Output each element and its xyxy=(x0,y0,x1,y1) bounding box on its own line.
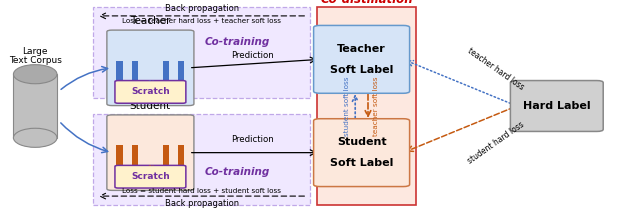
Text: Teacher: Teacher xyxy=(337,44,386,54)
Text: Soft Label: Soft Label xyxy=(330,65,394,75)
Text: Co-training: Co-training xyxy=(204,37,269,47)
FancyBboxPatch shape xyxy=(93,114,310,205)
FancyBboxPatch shape xyxy=(178,61,184,97)
Text: Student: Student xyxy=(337,137,387,147)
Text: Back propagation: Back propagation xyxy=(164,4,239,13)
FancyBboxPatch shape xyxy=(178,145,184,181)
FancyBboxPatch shape xyxy=(511,81,604,131)
Text: Student: Student xyxy=(130,101,171,111)
FancyBboxPatch shape xyxy=(115,81,186,103)
Text: Teacher: Teacher xyxy=(130,17,171,26)
Text: teacher hard loss: teacher hard loss xyxy=(466,46,526,92)
FancyBboxPatch shape xyxy=(115,165,186,188)
FancyBboxPatch shape xyxy=(314,119,410,187)
Text: ...: ... xyxy=(147,159,154,168)
Text: teacher soft loss: teacher soft loss xyxy=(373,76,379,136)
Text: Soft Label: Soft Label xyxy=(330,158,394,168)
Ellipse shape xyxy=(13,65,57,84)
FancyBboxPatch shape xyxy=(116,145,123,181)
FancyBboxPatch shape xyxy=(317,7,416,205)
Text: Loss = student hard loss + student soft loss: Loss = student hard loss + student soft … xyxy=(122,188,281,194)
Text: Co-distillation: Co-distillation xyxy=(320,0,413,6)
Bar xyxy=(13,74,57,138)
FancyBboxPatch shape xyxy=(107,30,194,106)
Text: Back propagation: Back propagation xyxy=(164,199,239,208)
Text: student hard loss: student hard loss xyxy=(466,120,526,166)
Text: Scratch: Scratch xyxy=(131,87,170,96)
Text: Loss = teacher hard loss + teacher soft loss: Loss = teacher hard loss + teacher soft … xyxy=(122,18,281,24)
FancyBboxPatch shape xyxy=(107,115,194,190)
Text: Prediction: Prediction xyxy=(232,135,274,144)
FancyBboxPatch shape xyxy=(116,61,123,97)
Text: Text Corpus: Text Corpus xyxy=(9,56,61,65)
Text: Co-training: Co-training xyxy=(204,167,269,177)
Text: Scratch: Scratch xyxy=(131,172,170,181)
Text: Hard Label: Hard Label xyxy=(523,101,591,111)
Text: ...: ... xyxy=(147,74,154,83)
FancyBboxPatch shape xyxy=(132,61,138,97)
FancyBboxPatch shape xyxy=(93,7,310,98)
FancyBboxPatch shape xyxy=(163,61,169,97)
Text: Prediction: Prediction xyxy=(232,51,274,60)
FancyBboxPatch shape xyxy=(132,145,138,181)
Ellipse shape xyxy=(13,128,57,147)
FancyBboxPatch shape xyxy=(314,25,410,93)
Text: Large: Large xyxy=(22,47,48,56)
FancyBboxPatch shape xyxy=(163,145,169,181)
Text: student soft loss: student soft loss xyxy=(344,76,350,136)
